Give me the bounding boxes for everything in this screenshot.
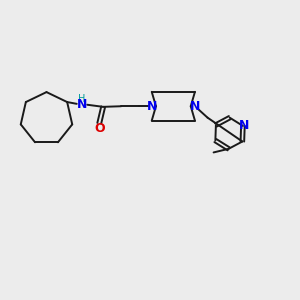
Text: N: N — [77, 98, 87, 111]
Text: N: N — [190, 100, 200, 113]
Text: N: N — [147, 100, 157, 113]
Text: N: N — [239, 119, 250, 132]
Text: H: H — [79, 94, 86, 104]
Text: O: O — [94, 122, 105, 135]
